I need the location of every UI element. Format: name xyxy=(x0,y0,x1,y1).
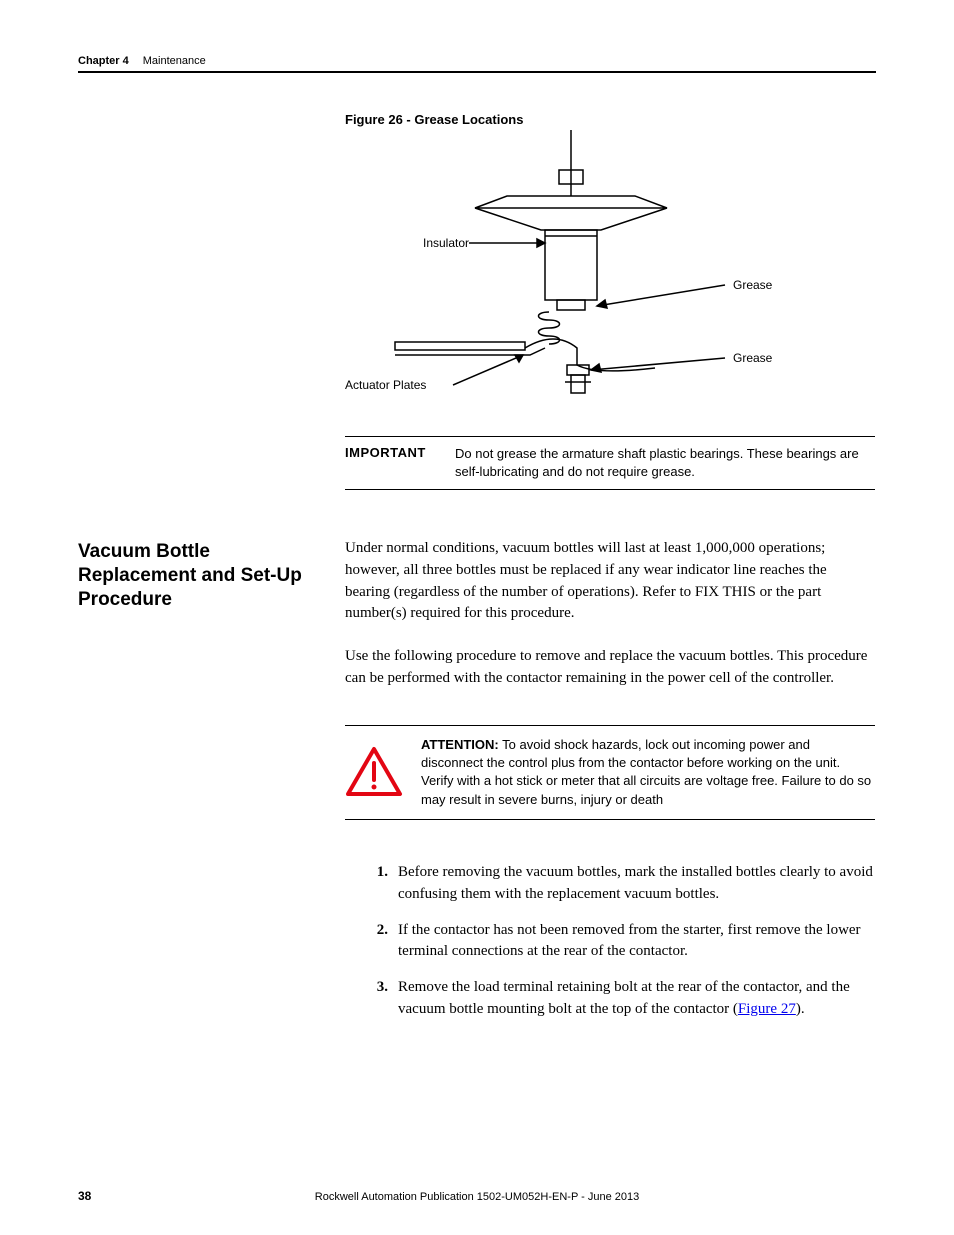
steps-list: 1. Before removing the vacuum bottles, m… xyxy=(370,862,875,1035)
figure-title: Figure 26 - Grease Locations xyxy=(345,112,523,127)
attention-text: ATTENTION: To avoid shock hazards, lock … xyxy=(421,736,875,809)
step-text: Before removing the vacuum bottles, mark… xyxy=(398,862,875,906)
callout-insulator: Insulator xyxy=(423,236,469,250)
body-para-1: Under normal conditions, vacuum bottles … xyxy=(345,538,875,625)
callout-actuator: Actuator Plates xyxy=(345,378,426,392)
chapter-label: Chapter 4 xyxy=(78,55,129,67)
attention-label: ATTENTION: xyxy=(421,737,499,752)
step-3: 3. Remove the load terminal retaining bo… xyxy=(370,977,875,1021)
chapter-title: Maintenance xyxy=(143,55,206,67)
callout-grease-2: Grease xyxy=(733,351,772,365)
step-number: 1. xyxy=(370,862,398,906)
page-header: Chapter 4 Maintenance xyxy=(78,55,876,73)
body-para-2: Use the following procedure to remove an… xyxy=(345,646,875,690)
step3-post: ). xyxy=(796,1001,805,1017)
step-number: 2. xyxy=(370,920,398,964)
important-label: IMPORTANT xyxy=(345,445,455,481)
step-text: Remove the load terminal retaining bolt … xyxy=(398,977,875,1021)
warning-triangle-icon xyxy=(345,746,403,798)
figure-27-link[interactable]: Figure 27 xyxy=(738,1001,796,1017)
important-text: Do not grease the armature shaft plastic… xyxy=(455,445,875,481)
diagram-svg xyxy=(345,130,825,415)
callout-grease-1: Grease xyxy=(733,278,772,292)
attention-box: ATTENTION: To avoid shock hazards, lock … xyxy=(345,725,875,820)
section-heading: Vacuum Bottle Replacement and Set-Up Pro… xyxy=(78,540,333,611)
step-2: 2. If the contactor has not been removed… xyxy=(370,920,875,964)
grease-diagram: Insulator Grease Grease Actuator Plates xyxy=(345,130,825,415)
important-box: IMPORTANT Do not grease the armature sha… xyxy=(345,436,875,490)
step-1: 1. Before removing the vacuum bottles, m… xyxy=(370,862,875,906)
step-number: 3. xyxy=(370,977,398,1021)
publication-info: Rockwell Automation Publication 1502-UM0… xyxy=(0,1191,954,1203)
step-text: If the contactor has not been removed fr… xyxy=(398,920,875,964)
